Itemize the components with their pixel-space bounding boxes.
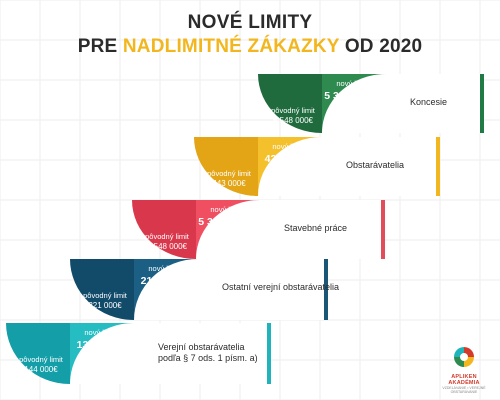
logo-tagline: VZDELÁVANIE • VEREJNÉ OBSTARÁVANIE <box>442 386 486 394</box>
step-leaf-new <box>258 137 322 196</box>
title-line-1: NOVÉ LIMITY <box>187 12 313 33</box>
old-limit-caption: pôvodný limit <box>207 169 252 178</box>
step-leaf-new <box>70 323 134 384</box>
new-limit-caption: nový limit <box>336 79 368 88</box>
step-label: Obstarávatelia <box>346 160 404 170</box>
old-limit-caption: pôvodný limit <box>145 232 190 241</box>
step-leaf-old <box>258 74 322 133</box>
old-limit-value: 5 548 000€ <box>147 242 188 251</box>
title-highlight: NADLIMITNÉ ZÁKAZKY <box>122 36 340 57</box>
new-limit-value: 139 000 € <box>77 339 124 351</box>
old-limit-caption: pôvodný limit <box>19 355 64 364</box>
title-suffix: OD 2020 <box>339 36 423 57</box>
step-leaf-old <box>194 137 258 196</box>
old-limit-value: 221 000€ <box>88 301 122 310</box>
new-limit-caption: nový limit <box>272 142 304 151</box>
step-leaf-new <box>322 74 386 133</box>
new-limit-caption: nový limit <box>210 205 242 214</box>
title-prefix: PRE <box>77 36 123 57</box>
new-limit-caption: nový limit <box>148 264 180 273</box>
old-limit-caption: pôvodný limit <box>83 291 128 300</box>
step-label: Stavebné práce <box>284 223 347 233</box>
step-label: Koncesie <box>410 97 447 107</box>
old-limit-value: 443 000€ <box>212 179 246 188</box>
step-accent-bar <box>381 200 385 259</box>
logo-name: APLIKEN AKADÉMIA <box>448 374 480 386</box>
step-leaf-new <box>134 259 198 320</box>
step-leaf-old <box>132 200 196 259</box>
step-card <box>258 137 436 196</box>
title-line-2: PRE NADLIMITNÉ ZÁKAZKY OD 2020 <box>0 36 500 58</box>
step-accent-bar <box>324 259 328 320</box>
logo-mark-icon <box>454 347 474 367</box>
new-limit-value: 214 000 € <box>141 275 188 287</box>
step-leaf-new <box>196 200 260 259</box>
new-limit-value: 5 350 000 € <box>324 90 380 102</box>
step-label: Ostatní verejní obstarávatelia <box>222 282 339 292</box>
new-limit-value: 5 350 000 € <box>198 216 254 228</box>
step-leaf-old <box>6 323 70 384</box>
step-label: Verejní obstarávatelia <box>158 342 245 352</box>
new-limit-value: 428 000 € <box>265 153 312 165</box>
step-leaf-old <box>70 259 134 320</box>
old-limit-caption: pôvodný limit <box>271 106 316 115</box>
old-limit-value: 5 548 000€ <box>273 116 314 125</box>
old-limit-value: 144 000€ <box>24 365 58 374</box>
step-card <box>134 259 324 320</box>
step-accent-bar <box>480 74 484 133</box>
logo: APLIKEN AKADÉMIA VZDELÁVANIE • VEREJNÉ O… <box>436 346 492 394</box>
step-card <box>196 200 381 259</box>
step-accent-bar <box>267 323 271 384</box>
step-label-line-2: podľa § 7 ods. 1 písm. a) <box>158 353 258 363</box>
step-accent-bar <box>436 137 440 196</box>
step-card <box>70 323 267 384</box>
new-limit-caption: nový limit <box>84 328 116 337</box>
